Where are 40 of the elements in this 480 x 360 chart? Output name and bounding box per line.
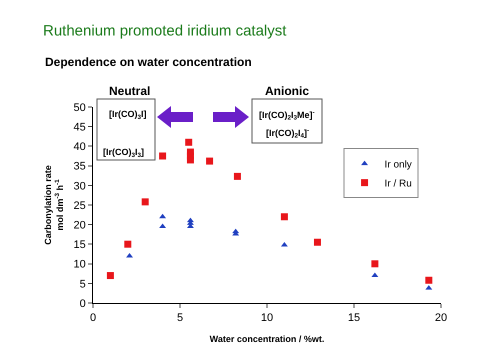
y-tick-label: 50 bbox=[74, 102, 86, 114]
point bbox=[371, 260, 378, 268]
text: Neutral bbox=[109, 84, 150, 98]
point bbox=[124, 240, 132, 248]
annotation: [Ir(CO)$_{3}$I] bbox=[109, 109, 147, 121]
annotation: [Ir(CO)$_{3}$I$_{3}$] bbox=[103, 147, 144, 159]
point bbox=[106, 272, 114, 280]
chart-subtitle: Dependence on water concentration bbox=[45, 55, 252, 69]
point bbox=[206, 158, 214, 165]
y-tick-label: 45 bbox=[74, 121, 86, 134]
text: Anionic bbox=[265, 84, 310, 98]
point bbox=[425, 276, 432, 284]
y-tick-label: 5 bbox=[80, 278, 86, 290]
annotation: [Ir(CO)$_{2}$I$_{3}$Me]$^{-}$ bbox=[259, 109, 315, 122]
point bbox=[159, 152, 166, 160]
point bbox=[126, 252, 133, 258]
y-tick-label: 10 bbox=[74, 258, 86, 271]
x-tick-label: 10 bbox=[260, 312, 274, 324]
x-tick-label: 5 bbox=[176, 312, 184, 324]
chart-title: Ruthenium promoted iridium catalyst bbox=[43, 22, 288, 40]
legend-label: Ir only bbox=[384, 160, 412, 171]
x-axis-title: Water concentration / %wt. bbox=[210, 334, 324, 344]
y-tick-label: 40 bbox=[74, 141, 86, 154]
point bbox=[185, 138, 192, 146]
x-tick-label: 0 bbox=[90, 312, 96, 324]
annotation: [Ir(CO)$_{2}$I$_{4}$]$^{-}$ bbox=[266, 127, 310, 140]
y-tick-label: 0 bbox=[80, 298, 86, 310]
point bbox=[142, 198, 149, 206]
y-tick-label: 35 bbox=[74, 160, 86, 173]
y-tick-label: 20 bbox=[74, 219, 86, 232]
x-tick-label: 20 bbox=[434, 312, 448, 324]
point bbox=[280, 213, 288, 220]
y-tick-label: 15 bbox=[74, 239, 86, 252]
point bbox=[234, 172, 241, 180]
y-tick-label: 25 bbox=[74, 200, 86, 212]
x-tick-label: 15 bbox=[348, 312, 360, 324]
point bbox=[314, 238, 321, 246]
y-tick-label: 30 bbox=[74, 180, 86, 192]
legend-label: Ir / Ru bbox=[384, 178, 412, 190]
point bbox=[186, 156, 194, 164]
